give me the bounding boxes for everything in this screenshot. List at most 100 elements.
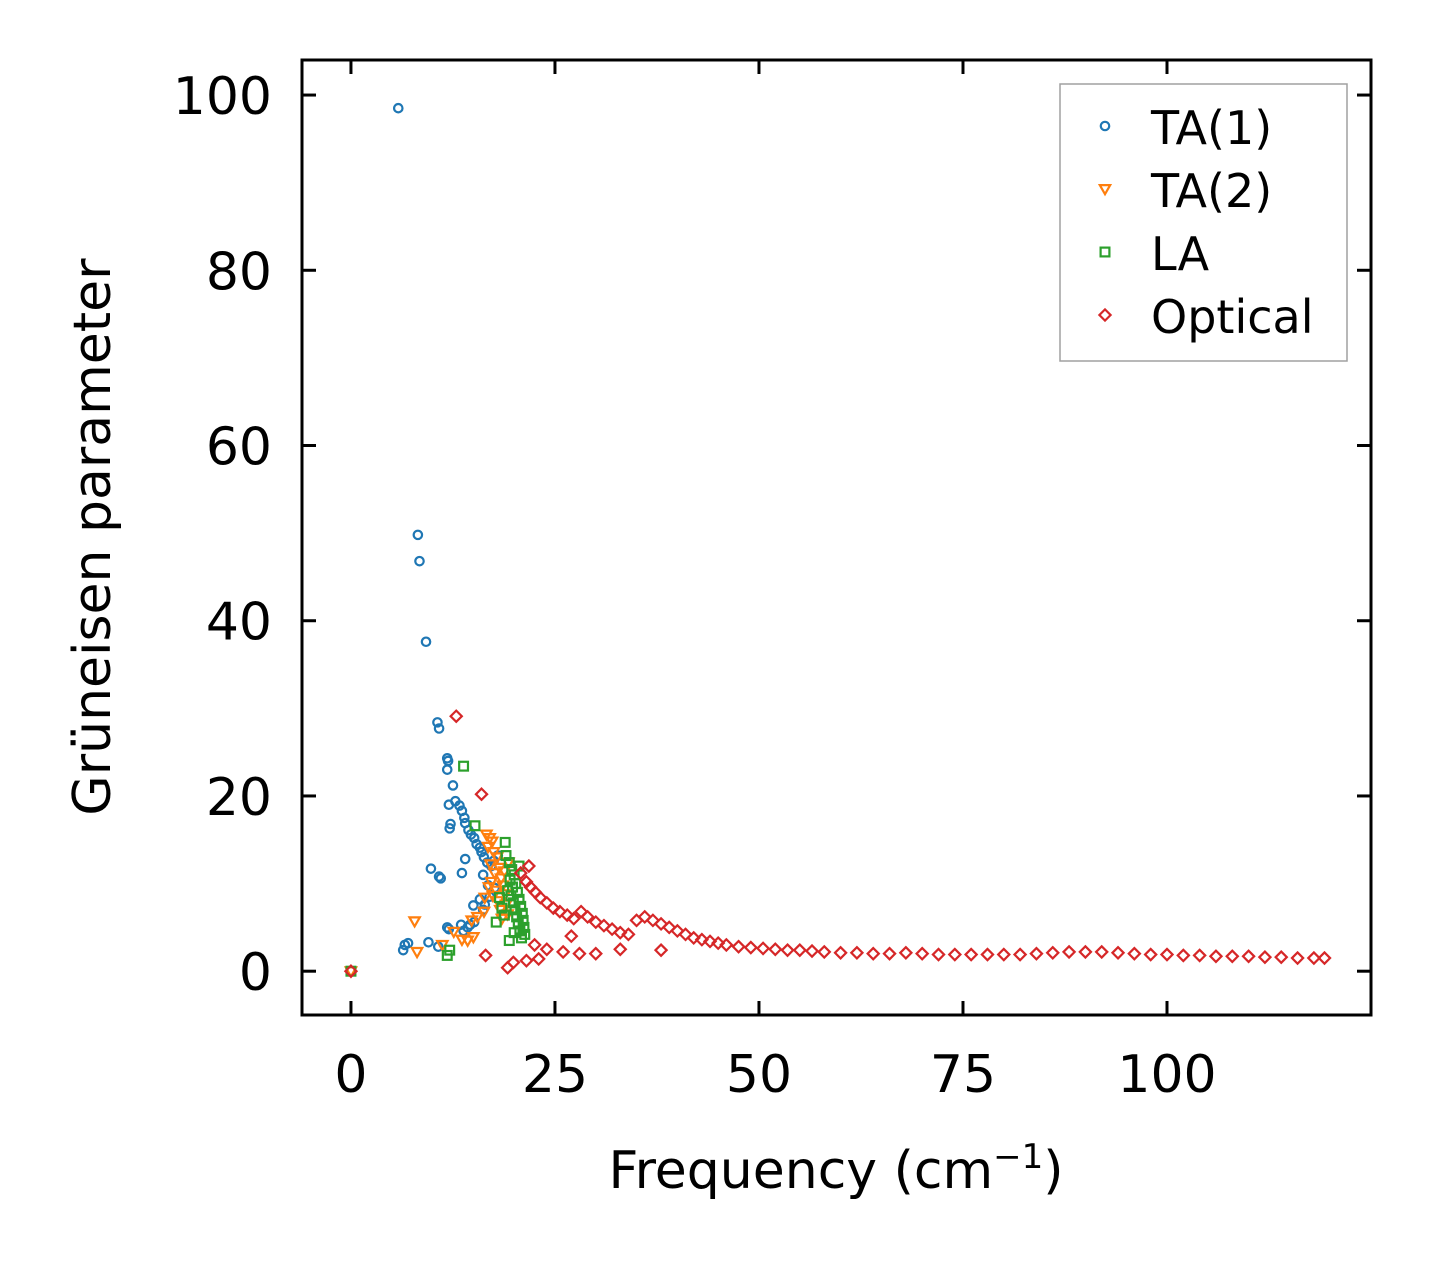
data-point	[1143, 947, 1158, 962]
legend-entry: TA(2)	[1097, 164, 1272, 218]
points-layer	[343, 102, 1332, 979]
data-point	[792, 943, 807, 958]
data-point	[397, 944, 409, 956]
data-point	[494, 873, 509, 886]
data-point	[588, 914, 603, 930]
data-point	[1094, 944, 1109, 960]
data-point	[343, 964, 359, 979]
data-point	[613, 942, 628, 957]
y-tick-label: 40	[206, 593, 272, 653]
data-point	[458, 760, 470, 772]
data-point	[496, 902, 508, 914]
data-point	[1159, 947, 1175, 962]
series-la	[345, 760, 531, 977]
data-point	[502, 885, 514, 897]
data-point	[1192, 948, 1207, 963]
data-point	[414, 555, 425, 567]
x-tick-label: 0	[334, 1045, 367, 1105]
data-point	[882, 946, 897, 961]
data-point	[445, 818, 456, 830]
data-point	[1241, 949, 1256, 964]
data-point	[460, 935, 475, 948]
y-axis-label: Grüneisen parameter	[63, 258, 123, 816]
data-point	[499, 836, 511, 848]
data-point	[1274, 950, 1289, 965]
data-point	[409, 946, 425, 960]
legend-entries: TA(1) TA(2) LA Optical	[1097, 101, 1313, 344]
legend-entry: LA	[1099, 227, 1210, 281]
data-point	[420, 636, 432, 648]
data-point	[441, 764, 453, 775]
data-point	[980, 947, 995, 962]
data-point	[443, 923, 455, 935]
data-point	[849, 945, 865, 960]
data-point	[1045, 945, 1060, 960]
legend-label: TA(2)	[1150, 164, 1272, 218]
data-point	[694, 932, 710, 947]
y-tick-label: 100	[173, 67, 272, 127]
y-tick-label: 20	[206, 768, 272, 828]
data-point	[1127, 946, 1142, 961]
legend-entry: Optical	[1097, 290, 1313, 344]
data-point	[743, 940, 758, 955]
data-point	[596, 918, 612, 933]
data-point	[768, 942, 783, 957]
data-point	[866, 946, 881, 961]
data-point	[1061, 944, 1077, 960]
legend-marker-diamond-icon	[1097, 307, 1113, 323]
data-point	[455, 919, 467, 931]
data-point	[423, 936, 434, 948]
data-point	[678, 927, 693, 942]
data-point	[490, 916, 502, 928]
data-point	[564, 928, 579, 944]
data-point	[947, 947, 962, 962]
data-point	[402, 937, 414, 949]
data-point	[613, 925, 628, 940]
data-point	[653, 916, 669, 932]
y-tick-label: 0	[239, 943, 272, 1003]
data-point	[476, 906, 492, 920]
data-point	[412, 529, 424, 541]
data-point	[931, 947, 946, 962]
data-point	[478, 948, 493, 963]
y-tick-label: 60	[206, 418, 272, 478]
data-point	[1290, 950, 1305, 966]
data-point	[392, 102, 404, 114]
data-point	[653, 943, 669, 958]
legend-marker-square-icon	[1099, 246, 1111, 258]
data-point	[1317, 950, 1332, 966]
data-point	[433, 871, 445, 882]
data-point	[1306, 950, 1322, 966]
data-point	[817, 944, 832, 960]
data-point	[477, 892, 492, 906]
data-point	[572, 946, 587, 961]
legend-marker-circle-icon	[1099, 120, 1111, 132]
data-point	[898, 945, 914, 960]
data-point	[1225, 949, 1240, 964]
data-point	[1029, 946, 1044, 961]
data-point	[1208, 949, 1224, 964]
x-tick-label: 50	[726, 1045, 792, 1105]
data-point	[447, 780, 459, 791]
data-point	[580, 909, 595, 925]
data-point	[645, 913, 661, 928]
data-point	[489, 852, 505, 865]
y-tick-label: 80	[206, 242, 272, 302]
data-point	[444, 944, 456, 956]
data-point	[566, 911, 581, 926]
data-point	[531, 951, 546, 967]
data-point	[493, 892, 505, 904]
data-point	[915, 946, 930, 961]
data-point	[468, 900, 479, 911]
data-point	[686, 930, 701, 946]
tick-labels-layer: 0 25 50 75 100 0 20 40 60 80 100	[173, 67, 1217, 1105]
data-point	[433, 723, 445, 734]
data-point	[755, 941, 771, 956]
data-point	[469, 820, 481, 832]
data-point	[780, 943, 795, 958]
data-point	[1110, 945, 1126, 960]
data-point	[1257, 950, 1273, 965]
data-point	[459, 853, 471, 865]
data-point	[498, 909, 510, 921]
